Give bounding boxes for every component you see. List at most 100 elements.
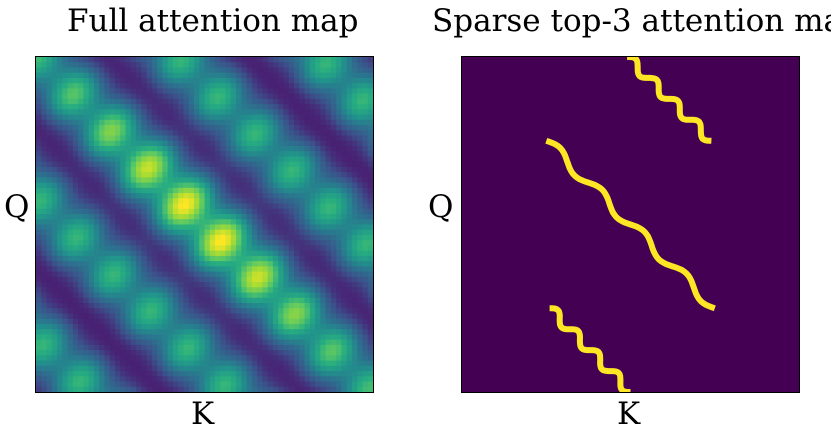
heatmap-cell <box>157 57 163 63</box>
heatmap-cell <box>362 182 369 189</box>
heatmap-cell <box>336 350 343 356</box>
heatmap-cell <box>320 77 327 84</box>
heatmap-cell <box>236 114 242 121</box>
heatmap-cell <box>215 72 221 79</box>
heatmap-cell <box>257 198 264 205</box>
heatmap-cell <box>336 240 343 247</box>
heatmap-cell <box>188 130 195 137</box>
heatmap-cell <box>57 72 63 79</box>
heatmap-cell <box>167 334 174 341</box>
heatmap-cell <box>178 208 185 215</box>
heatmap-cell <box>36 187 42 194</box>
heatmap-cell <box>125 234 132 241</box>
heatmap-cell <box>278 334 285 341</box>
heatmap-cell <box>67 214 74 220</box>
heatmap-cell <box>204 386 211 392</box>
heatmap-cell <box>336 386 343 392</box>
heatmap-cell <box>262 93 269 100</box>
heatmap-cell <box>357 376 364 383</box>
heatmap-cell <box>357 386 364 392</box>
heatmap-cell <box>272 140 279 147</box>
heatmap-cell <box>146 360 153 367</box>
heatmap-cell <box>246 114 253 121</box>
heatmap-cell <box>78 145 84 152</box>
heatmap-cell <box>346 240 353 247</box>
heatmap-cell <box>278 271 285 278</box>
heatmap-cell <box>351 219 358 226</box>
heatmap-cell <box>188 57 195 63</box>
heatmap-cell <box>225 98 232 105</box>
heatmap-cell <box>114 161 121 168</box>
heatmap-cell <box>309 182 316 189</box>
heatmap-cell <box>215 344 221 351</box>
heatmap-cell <box>99 308 106 315</box>
heatmap-cell <box>162 365 169 372</box>
heatmap-cell <box>99 114 106 121</box>
heatmap-cell <box>320 245 327 252</box>
heatmap-cell <box>204 109 211 116</box>
heatmap-cell <box>193 282 200 288</box>
heatmap-cell <box>246 172 253 178</box>
heatmap-cell <box>283 266 290 273</box>
heatmap-cell <box>367 329 373 336</box>
heatmap-cell <box>241 376 248 383</box>
heatmap-cell <box>230 77 237 84</box>
heatmap-cell <box>109 339 116 346</box>
heatmap-cell <box>204 229 211 236</box>
heatmap-cell <box>41 323 48 330</box>
heatmap-cell <box>72 104 79 110</box>
heatmap-cell <box>167 287 174 294</box>
heatmap-cell <box>241 172 248 178</box>
heatmap-cell <box>157 67 163 74</box>
heatmap-cell <box>288 119 295 126</box>
heatmap-cell <box>315 130 321 137</box>
heatmap-cell <box>209 271 216 278</box>
heatmap-cell <box>204 114 211 121</box>
heatmap-cell <box>220 234 227 241</box>
heatmap-cell <box>272 198 279 205</box>
heatmap-cell <box>193 287 200 294</box>
heatmap-cell <box>262 72 269 79</box>
heatmap-cell <box>294 255 300 262</box>
heatmap-cell <box>230 292 237 299</box>
heatmap-cell <box>78 62 84 69</box>
heatmap-cell <box>199 308 206 315</box>
heatmap-cell <box>114 151 121 158</box>
heatmap-cell <box>109 93 116 100</box>
heatmap-cell <box>41 203 48 210</box>
heatmap-cell <box>193 172 200 178</box>
heatmap-cell <box>362 187 369 194</box>
heatmap-cell <box>57 104 63 110</box>
heatmap-cell <box>151 234 158 241</box>
heatmap-cell <box>141 271 148 278</box>
heatmap-cell <box>325 172 332 178</box>
heatmap-cell <box>351 166 358 173</box>
heatmap-cell <box>315 88 321 95</box>
heatmap-cell <box>104 292 111 299</box>
heatmap-cell <box>157 339 163 346</box>
heatmap-cell <box>136 245 142 252</box>
heatmap-cell <box>220 72 227 79</box>
heatmap-cell <box>220 135 227 142</box>
heatmap-cell <box>151 119 158 126</box>
heatmap-cell <box>246 308 253 315</box>
heatmap-cell <box>109 72 116 79</box>
heatmap-cell <box>346 77 353 84</box>
heatmap-cell <box>67 271 74 278</box>
heatmap-cell <box>236 67 242 74</box>
heatmap-cell <box>267 271 274 278</box>
heatmap-cell <box>220 271 227 278</box>
heatmap-cell <box>172 287 179 294</box>
heatmap-cell <box>267 371 274 377</box>
heatmap-cell <box>157 72 163 79</box>
heatmap-cell <box>151 282 158 288</box>
heatmap-cell <box>109 172 116 178</box>
heatmap-cell <box>83 381 90 388</box>
heatmap-cell <box>162 287 169 294</box>
heatmap-cell <box>346 313 353 320</box>
heatmap-cell <box>209 130 216 137</box>
heatmap-cell <box>304 151 311 158</box>
heatmap-cell <box>220 344 227 351</box>
heatmap-cell <box>341 323 348 330</box>
heatmap-cell <box>62 250 69 257</box>
